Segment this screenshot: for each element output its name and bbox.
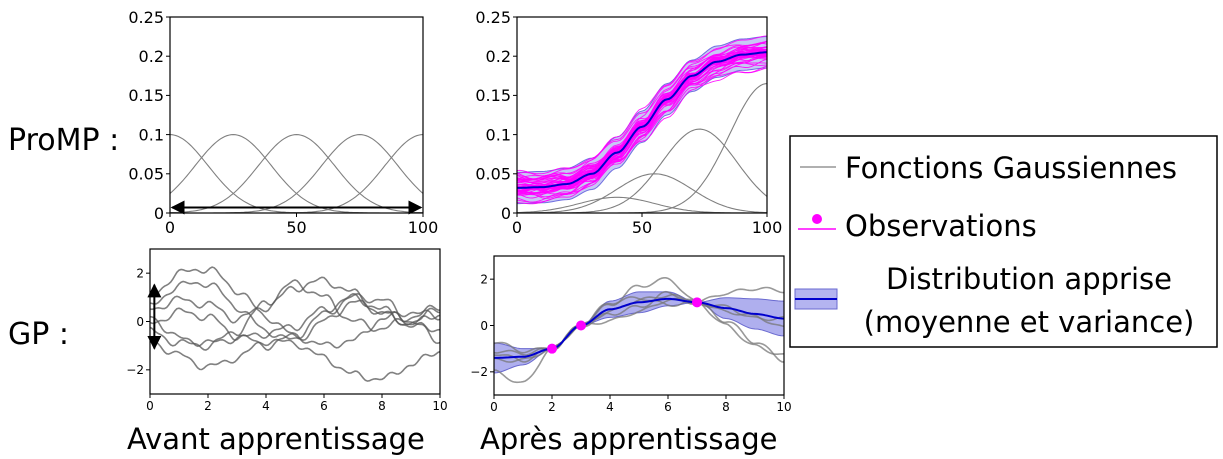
gp-posterior-sample-line: [494, 286, 784, 384]
y-tick-label: 0.1: [139, 125, 164, 144]
x-tick-label: 2: [204, 399, 212, 413]
y-tick-label: 0.15: [475, 86, 511, 105]
x-tick-label: 100: [408, 218, 439, 237]
plot-area: [517, 35, 767, 213]
gp-prior-sample-line: [150, 276, 440, 326]
x-tick-label: 0: [146, 399, 154, 413]
row-label-gp: GP :: [8, 317, 69, 352]
y-tick-label: 0.05: [475, 165, 511, 184]
gp-posterior-sample-line: [494, 293, 784, 363]
legend-frame: [789, 135, 1218, 348]
basis-function-line: [517, 173, 767, 213]
x-tick-label: 6: [320, 399, 328, 413]
sample-trajectory-line: [517, 65, 767, 193]
legend-gaussian-label: Fonctions Gaussiennes: [845, 151, 1177, 185]
y-tick-label: 0.25: [128, 8, 164, 27]
x-tick-label: 4: [262, 399, 270, 413]
basis-function-line: [170, 134, 423, 213]
basis-function-line: [170, 134, 423, 213]
x-tick-label: 4: [606, 400, 614, 414]
plot-area: [170, 134, 423, 213]
axes-frame: [493, 255, 785, 396]
plot-area: [150, 266, 440, 382]
x-tick-label: 0: [512, 218, 522, 237]
gp-prior-sample-line: [150, 279, 440, 351]
sample-trajectory-line: [517, 67, 767, 195]
y-tick-label: 0: [501, 204, 511, 223]
chart-promp-before: 0 50 100 0 0.05 0.1 0.15 0.2 0.25: [128, 8, 438, 237]
mean-line: [494, 297, 784, 359]
x-tick-label: 8: [378, 399, 386, 413]
legend: Fonctions Gaussiennes Observations Distr…: [789, 135, 1218, 348]
gp-prior-sample-line: [150, 292, 440, 351]
sample-trajectory-line: [517, 52, 767, 199]
y-tick-label: 0.25: [475, 8, 511, 27]
legend-observations-swatch-dot: [812, 214, 822, 224]
y-tick-label: 0.2: [486, 47, 511, 66]
sample-trajectory-line: [517, 46, 767, 191]
x-tick-label: 50: [632, 218, 652, 237]
y-tick-label: 0: [480, 319, 488, 333]
gp-posterior-sample-line: [494, 290, 784, 356]
x-tick-label: 50: [286, 218, 306, 237]
y-tick-label: 2: [480, 272, 488, 286]
chart-gp-before: 0 2 4 6 8 10 −2 0 2: [126, 248, 448, 413]
observation-point: [547, 343, 557, 354]
basis-function-line: [170, 134, 423, 213]
y-tick-label: 0.15: [128, 86, 164, 105]
sample-trajectory-line: [517, 42, 767, 180]
y-tick-label: 2: [136, 266, 144, 280]
sample-trajectory-line: [517, 54, 767, 205]
observation-point: [576, 320, 586, 331]
legend-distribution-label-1: Distribution apprise: [886, 262, 1172, 296]
x-tick-label: 100: [752, 218, 783, 237]
x-tick-label: 0: [165, 218, 175, 237]
y-tick-label: 0.2: [139, 47, 164, 66]
y-tick-label: 0: [136, 315, 144, 329]
column-label-after: Après apprentissage: [480, 422, 777, 456]
observation-point: [692, 297, 702, 308]
x-tick-label: 10: [776, 400, 791, 414]
x-tick-label: 2: [548, 400, 556, 414]
gp-prior-sample-line: [150, 292, 440, 348]
x-tick-label: 10: [432, 399, 447, 413]
legend-distribution-label-2: (moyenne et variance): [864, 305, 1195, 339]
sample-trajectory-line: [517, 52, 767, 182]
gp-prior-sample-line: [150, 338, 440, 382]
basis-function-line: [170, 134, 423, 213]
y-tick-label: −2: [126, 363, 144, 377]
sample-trajectory-line: [517, 45, 767, 189]
legend-observations-label: Observations: [845, 209, 1037, 243]
x-tick-label: 0: [490, 400, 498, 414]
mean-line: [517, 51, 767, 189]
plot-area: [494, 276, 784, 384]
y-tick-label: 0.1: [486, 125, 511, 144]
y-tick-label: 0.05: [128, 165, 164, 184]
chart-gp-after: 0 2 4 6 8 10 −2 0 2: [470, 255, 792, 414]
variance-band: [494, 291, 784, 374]
x-tick-label: 6: [664, 400, 672, 414]
basis-function-line: [170, 134, 423, 213]
row-label-promp: ProMP :: [8, 123, 119, 158]
column-label-before: Avant apprentissage: [127, 422, 425, 456]
chart-promp-after: 0 50 100 0 0.05 0.1 0.15 0.2 0.25: [475, 8, 782, 237]
y-tick-label: −2: [470, 365, 488, 379]
y-tick-label: 0: [154, 204, 164, 223]
axes-frame: [169, 16, 424, 214]
sample-trajectory-line: [517, 48, 767, 175]
axes-frame: [516, 16, 768, 214]
x-tick-label: 8: [722, 400, 730, 414]
